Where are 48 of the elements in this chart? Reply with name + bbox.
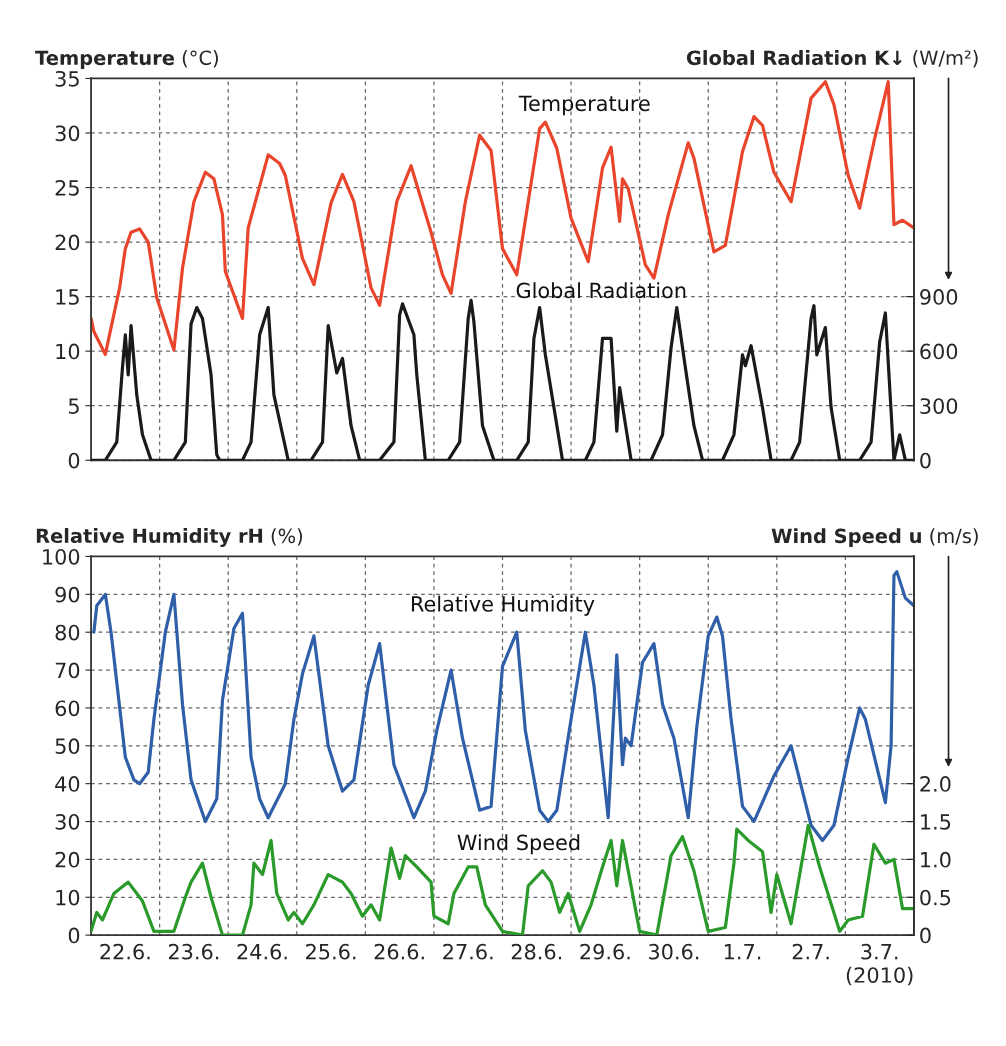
x-tick-label: 22.6. [100,943,150,960]
y2-tick-label: 1.5 [921,814,951,830]
y2-tick-label: 0 [920,927,931,944]
y-tick-label: 5 [68,398,79,414]
y-tick-label: 25 [55,179,79,196]
series-label: Wind Speed [457,834,580,855]
y2-tick-label: 600 [920,343,958,360]
y2-tick-label: 2.0 [920,776,951,792]
y-tick-label: 70 [55,662,80,679]
y-tick-label: 80 [55,624,80,641]
y-tick-label: 10 [56,889,80,906]
x-tick-label: 25.6. [306,943,356,960]
y-tick-label: 30 [55,125,80,142]
y2-tick-label: 0.5 [920,889,951,906]
x-tick-label: 30.6. [649,943,699,960]
x-tick-label: 26.6. [374,943,424,960]
series-label: Temperature [518,95,650,116]
x-tick-label: 23.6. [168,943,219,960]
y2-tick-label: 300 [920,398,958,414]
series-label: Global Radiation [516,282,686,299]
y-tick-label: 50 [55,738,80,755]
x-tick-label: 29.6. [580,943,630,960]
x-tick-label: 2.7. [792,943,829,960]
y-tick-label: 30 [55,813,80,830]
y-tick-label: 100 [43,548,80,565]
x-tick-label: 1.7. [724,944,761,960]
y-tick-label: 0 [68,927,80,944]
y-tick-label: 60 [55,700,80,717]
y-tick-label: 15 [56,289,79,305]
y-tick-label: 0 [68,452,80,469]
y2-axis-title: Wind Speed u (m/s) [771,528,978,548]
x-tick-label: 3.7. (2010) [846,943,913,986]
y-tick-label: 40 [55,776,80,792]
y-tick-label: 90 [55,586,80,603]
series-label: Relative Humidity [411,595,595,616]
y-tick-label: 10 [56,343,80,360]
y2-tick-label: 1.0 [921,851,951,868]
y-axis-title: Relative Humidity rH (%) [36,528,303,548]
y2-tick-label: 0 [920,452,931,469]
y-tick-label: 35 [55,70,79,87]
x-tick-label: 28.6. [511,943,562,960]
x-tick-label: 24.6. [237,943,287,960]
y-tick-label: 20 [55,851,80,868]
y-axis-title: Temperature (°C) [35,50,218,69]
y2-axis-title: Global Radiation K↓ (W/m²) [686,50,978,68]
y2-tick-label: 900 [920,289,958,305]
x-tick-label: 27.6. [443,943,493,960]
y-tick-label: 20 [55,234,80,251]
